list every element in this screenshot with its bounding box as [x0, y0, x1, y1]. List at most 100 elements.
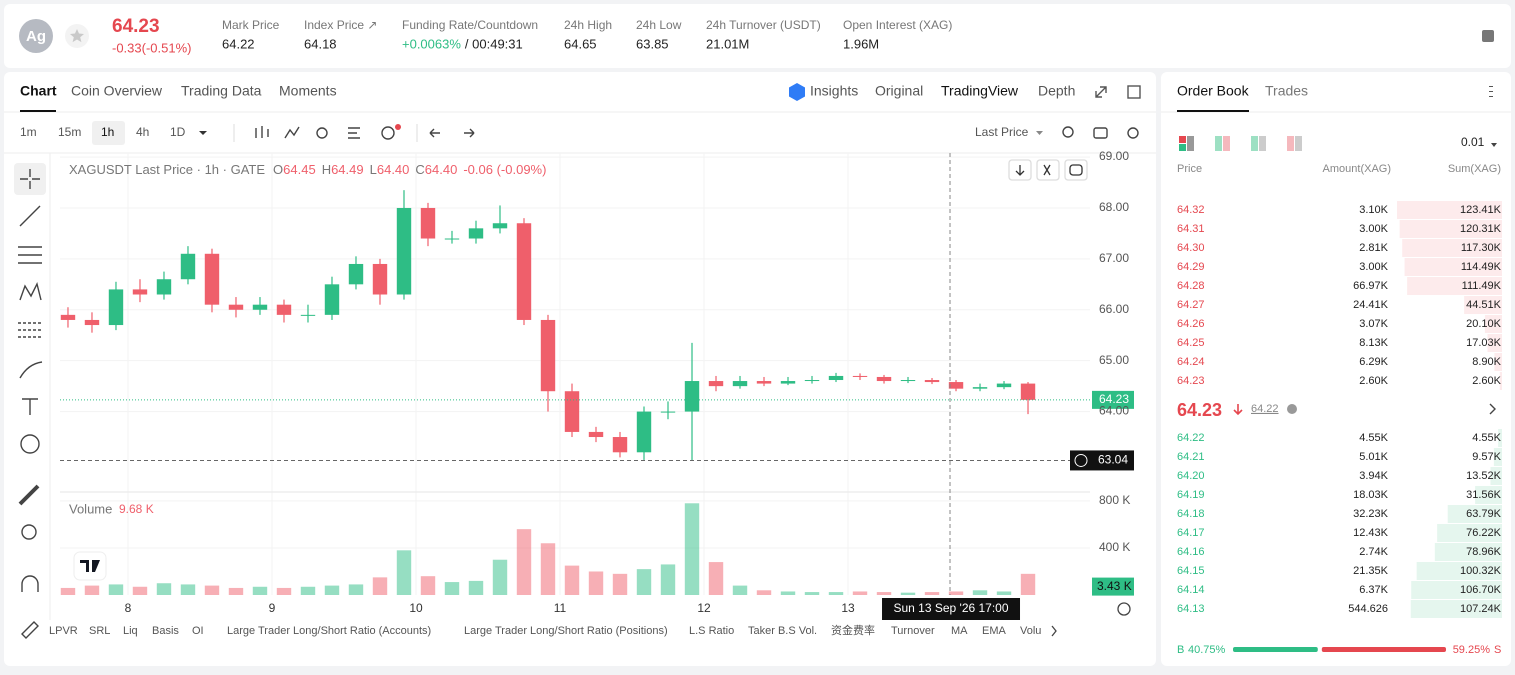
volume-bar	[972, 590, 988, 595]
chart-tab[interactable]: Coin Overview	[71, 83, 163, 99]
book-tab[interactable]: Trades	[1265, 83, 1308, 99]
book-price: 64.29	[1177, 261, 1205, 273]
indicator-button[interactable]: Basis	[152, 625, 179, 637]
more-arrow[interactable]	[1489, 403, 1496, 415]
pattern-tool[interactable]	[19, 281, 42, 301]
indicator-button[interactable]: Taker B.S Vol.	[748, 625, 817, 637]
add-icon[interactable]	[381, 126, 395, 140]
crosshair-x-label: Sun 13 Sep '26 17:00	[893, 601, 1008, 615]
more-icon[interactable]	[1489, 86, 1493, 97]
view-tab[interactable]: TradingView	[941, 83, 1019, 99]
fullscreen-icon[interactable]	[1095, 86, 1107, 98]
interval[interactable]: 1m	[20, 125, 37, 139]
interval[interactable]: 15m	[58, 125, 81, 139]
zoom-tool[interactable]	[21, 524, 37, 540]
ruler-tool[interactable]	[18, 484, 40, 506]
candle-body	[540, 319, 556, 392]
notebook-icon[interactable]	[1482, 30, 1494, 42]
layout-icon[interactable]	[1187, 136, 1194, 151]
camera-icon[interactable]	[1093, 127, 1108, 139]
volume-bar	[876, 592, 892, 595]
window-icon[interactable]	[1127, 85, 1141, 99]
crosshair-plus[interactable]	[1074, 453, 1088, 467]
layout-icon[interactable]	[1259, 136, 1266, 151]
precision[interactable]: 0.01	[1461, 135, 1485, 149]
coin-symbol: Ag	[26, 28, 46, 45]
dropdown-arrow[interactable]	[1491, 143, 1497, 147]
layout-icon[interactable]	[1251, 136, 1258, 151]
book-sum: 17.03K	[1466, 337, 1502, 349]
depth-bar	[1499, 372, 1502, 390]
emoji-tool[interactable]	[20, 434, 40, 454]
chart-button[interactable]	[1008, 159, 1032, 181]
down-arrow	[1233, 404, 1243, 416]
chart-tab[interactable]: Chart	[20, 83, 57, 99]
chart-tab[interactable]: Moments	[279, 83, 337, 99]
search-icon[interactable]	[1062, 126, 1074, 138]
scroll-right-icon[interactable]	[1051, 625, 1057, 637]
indicator-button[interactable]: L.S Ratio	[689, 625, 734, 637]
book-tab[interactable]: Order Book	[1177, 83, 1250, 99]
layout-icon[interactable]	[1295, 136, 1302, 151]
interval[interactable]: 1h	[101, 125, 114, 139]
indicator-button[interactable]: Turnover	[891, 625, 935, 637]
candle-body	[612, 437, 628, 453]
chart-tab[interactable]: Trading Data	[181, 83, 262, 99]
indicator-button[interactable]: SRL	[89, 625, 110, 637]
candle-body	[564, 391, 580, 432]
view-tab[interactable]: Original	[875, 83, 923, 99]
candle-icon[interactable]	[255, 126, 269, 138]
crosshair-tool[interactable]	[20, 169, 40, 189]
channel-tool[interactable]	[18, 246, 42, 264]
view-tab[interactable]: Depth	[1038, 83, 1075, 99]
volume-bar	[1020, 573, 1036, 595]
line-tool[interactable]	[19, 205, 41, 227]
indicator-button[interactable]: OI	[192, 625, 204, 637]
dropdown-arrow[interactable]	[1036, 131, 1043, 135]
book-sum: 107.24K	[1460, 603, 1502, 615]
volume-last-box	[1092, 577, 1134, 596]
volume-bar	[708, 562, 724, 595]
text-tool[interactable]	[22, 398, 38, 415]
indicator-button[interactable]: LPVR	[49, 625, 78, 637]
settings-icon[interactable]	[1127, 127, 1139, 139]
candle-body	[756, 381, 772, 384]
indicator-button[interactable]: Large Trader Long/Short Ratio (Accounts)	[227, 625, 431, 637]
layout-icon[interactable]	[1223, 136, 1230, 151]
template-icon[interactable]	[348, 127, 360, 139]
chart-button[interactable]	[1036, 159, 1060, 181]
info-icon	[1287, 404, 1297, 414]
indicator-button[interactable]: 资金费率	[831, 623, 875, 637]
indicator-button[interactable]: Liq	[123, 625, 138, 637]
layout-icon[interactable]	[1287, 136, 1294, 151]
replay-icon[interactable]	[316, 127, 328, 139]
settings-icon[interactable]	[1117, 602, 1131, 616]
brush-tool[interactable]	[19, 361, 43, 379]
pencil-tool[interactable]	[21, 621, 39, 639]
indicator-button[interactable]: Large Trader Long/Short Ratio (Positions…	[464, 625, 668, 637]
view-tab[interactable]: Insights	[810, 83, 858, 99]
undo-icon[interactable]	[429, 128, 440, 138]
stat-value: 64.65	[564, 36, 597, 51]
legend-part: O	[273, 162, 283, 177]
layout-icon[interactable]	[1215, 136, 1222, 151]
price-source[interactable]: Last Price	[975, 125, 1029, 139]
indicator-button[interactable]: Volu	[1020, 625, 1041, 637]
y-tick-label: 66.00	[1099, 302, 1129, 316]
magnet-tool[interactable]	[21, 575, 39, 592]
volume-bar	[996, 591, 1012, 595]
interval[interactable]: 4h	[136, 125, 149, 139]
book-price: 64.31	[1177, 223, 1205, 235]
dropdown-arrow[interactable]	[199, 131, 207, 135]
redo-icon[interactable]	[464, 128, 475, 138]
book-sum: 111.49K	[1462, 280, 1502, 292]
fib-tool[interactable]	[18, 322, 42, 338]
indicator-button[interactable]: EMA	[982, 625, 1007, 637]
indicator-icon[interactable]	[284, 126, 300, 139]
layout-icon[interactable]	[1179, 136, 1186, 143]
volume-bar	[108, 584, 124, 595]
chart-button[interactable]	[1064, 159, 1088, 181]
indicator-button[interactable]: MA	[951, 625, 968, 637]
interval[interactable]: 1D	[170, 125, 186, 139]
layout-icon[interactable]	[1179, 144, 1186, 151]
